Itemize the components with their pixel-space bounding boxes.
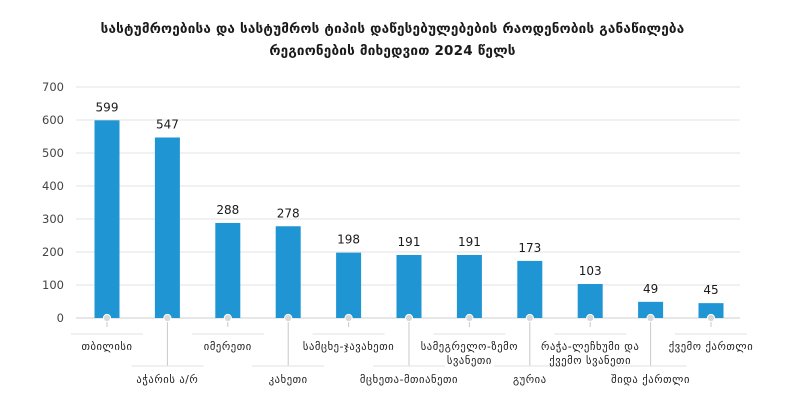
axis-marker [223, 313, 232, 323]
data-label: 288 [216, 203, 239, 217]
bar-8 [517, 260, 543, 318]
category-label: მცხეთა-მთიანეთი [360, 374, 458, 386]
axis-marker [344, 313, 353, 323]
bar-3 [215, 222, 241, 318]
category-label: სამცხე-ჯავახეთი [303, 341, 394, 353]
axis-marker [163, 313, 172, 323]
bar-10 [638, 301, 664, 318]
bar-7 [456, 254, 482, 318]
category-label: აჭარის ა/რ [136, 374, 198, 386]
chart-title-line-2: რეგიონების მიხედვით 2024 წელს [269, 43, 516, 59]
y-tick-label: 300 [42, 212, 64, 226]
data-label: 547 [156, 117, 179, 131]
data-label: 49 [643, 282, 658, 296]
bar-9 [577, 284, 603, 318]
bar-6 [396, 254, 422, 318]
data-label: 191 [458, 235, 481, 249]
axis-marker [102, 313, 112, 323]
y-tick-label: 0 [57, 311, 64, 325]
category-label: ქვემო სვანეთი [549, 355, 631, 367]
y-tick-label: 200 [42, 245, 64, 259]
y-tick-label: 400 [42, 179, 64, 193]
axis-marker [284, 313, 293, 323]
category-label: გურია [513, 374, 547, 386]
data-label: 198 [337, 233, 360, 247]
chart-title-line-1: სასტუმროებისა და სასტუმროს ტიპის დაწესებ… [100, 21, 685, 37]
category-label: კახეთი [269, 374, 308, 386]
category-label: სამეგრელო-ზემო [421, 341, 518, 353]
data-label: 278 [277, 206, 300, 220]
axis-marker [465, 313, 474, 323]
data-label: 599 [96, 100, 119, 114]
category-label: იმერეთი [204, 341, 252, 353]
bar-4 [275, 226, 301, 318]
category-label: შიდა ქართლი [611, 374, 690, 386]
y-tick-label: 700 [42, 80, 64, 94]
data-label: 103 [579, 264, 602, 278]
data-label: 45 [703, 283, 718, 297]
chart-title: სასტუმროებისა და სასტუმროს ტიპის დაწესებ… [0, 18, 785, 62]
category-label: ქვემო ქართლი [669, 341, 753, 353]
category-label: რაჭა-ლეჩხუმი და [541, 341, 639, 353]
bar-11 [698, 303, 724, 318]
axis-marker [404, 313, 414, 323]
data-label: 173 [518, 241, 541, 255]
y-tick-label: 600 [42, 113, 64, 127]
y-tick-label: 100 [42, 278, 64, 292]
category-label: სვანეთი [447, 355, 492, 367]
axis-marker [706, 313, 716, 323]
bar-2 [154, 137, 180, 318]
bar-5 [336, 252, 362, 318]
data-label: 191 [398, 235, 421, 249]
bar-1 [94, 120, 120, 318]
axis-marker [646, 313, 655, 323]
axis-marker [525, 313, 534, 323]
category-label: თბილისი [81, 341, 132, 353]
y-tick-label: 500 [42, 146, 64, 160]
axis-marker [586, 313, 595, 323]
